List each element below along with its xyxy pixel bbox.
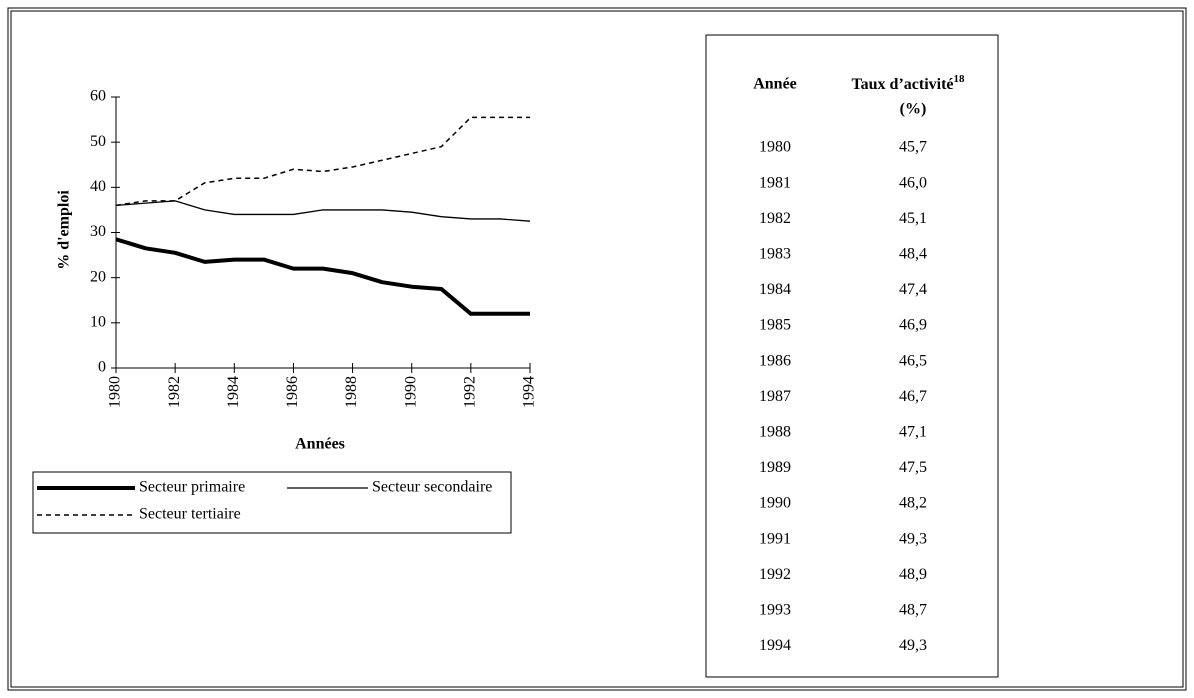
y-tick-label: 30 [90, 223, 106, 240]
table-header: Taux d’activité18 [851, 73, 965, 93]
table-frame [705, 34, 999, 678]
legend-label: Secteur tertiaire [139, 506, 241, 523]
table-cell: 45,1 [899, 210, 927, 227]
x-tick-label: 1988 [343, 376, 360, 408]
y-tick-label: 60 [90, 88, 106, 105]
table-cell: 1981 [759, 174, 791, 191]
table-cell: 46,5 [899, 352, 927, 369]
x-axis-label: Années [295, 436, 345, 453]
table-cell: 46,9 [899, 317, 927, 334]
table-cell: 1990 [759, 495, 791, 512]
y-tick-label: 10 [90, 314, 106, 331]
table-header-unit: (%) [900, 101, 927, 118]
table-cell: 1988 [759, 423, 791, 440]
table-cell: 45,7 [899, 139, 927, 156]
table-cell: 47,1 [899, 423, 927, 440]
table-cell: 46,0 [899, 174, 927, 191]
table-cell: 1984 [759, 281, 791, 298]
inner-frame [10, 10, 1184, 688]
legend-label: Secteur secondaire [372, 479, 492, 496]
table-cell: 1989 [759, 459, 791, 476]
outer-frame [7, 7, 1187, 691]
table-cell: 1982 [759, 210, 791, 227]
table-header: Année [753, 76, 797, 93]
table-cell: 48,2 [899, 495, 927, 512]
x-tick-label: 1986 [284, 376, 301, 408]
table-cell: 1993 [759, 601, 791, 618]
x-tick-label: 1992 [462, 376, 479, 408]
x-tick-label: 1994 [521, 376, 538, 408]
series-line [115, 237, 530, 316]
table-cell: 1991 [759, 530, 791, 547]
table-cell: 49,3 [899, 530, 927, 547]
table-cell: 49,3 [899, 637, 927, 654]
series-line [115, 116, 530, 207]
x-tick-label: 1982 [166, 376, 183, 408]
x-tick-label: 1990 [402, 376, 419, 408]
table-cell: 1987 [759, 388, 791, 405]
table-cell: 1980 [759, 139, 791, 156]
table-cell: 47,4 [899, 281, 927, 298]
y-tick-label: 20 [90, 268, 106, 285]
table-cell: 1985 [759, 317, 791, 334]
footnote-mark: 18 [954, 73, 966, 85]
table-cell: 48,9 [899, 566, 927, 583]
table-cell: 48,7 [899, 601, 927, 618]
y-tick-label: 50 [90, 133, 106, 150]
series-line [115, 200, 531, 222]
table-cell: 1994 [759, 637, 791, 654]
table-cell: 48,4 [899, 245, 927, 262]
legend-box [32, 471, 512, 534]
table-cell: 1983 [759, 245, 791, 262]
y-tick-label: 0 [98, 359, 106, 376]
y-axis-label: % d'emploi [56, 190, 73, 270]
y-tick-label: 40 [90, 178, 106, 195]
x-tick-label: 1984 [225, 376, 242, 408]
table-cell: 46,7 [899, 388, 927, 405]
header-text: Taux d’activité [851, 76, 953, 93]
legend-label: Secteur primaire [139, 479, 245, 496]
table-cell: 1992 [759, 566, 791, 583]
table-cell: 1986 [759, 352, 791, 369]
x-tick-label: 1980 [107, 376, 124, 408]
table-cell: 47,5 [899, 459, 927, 476]
